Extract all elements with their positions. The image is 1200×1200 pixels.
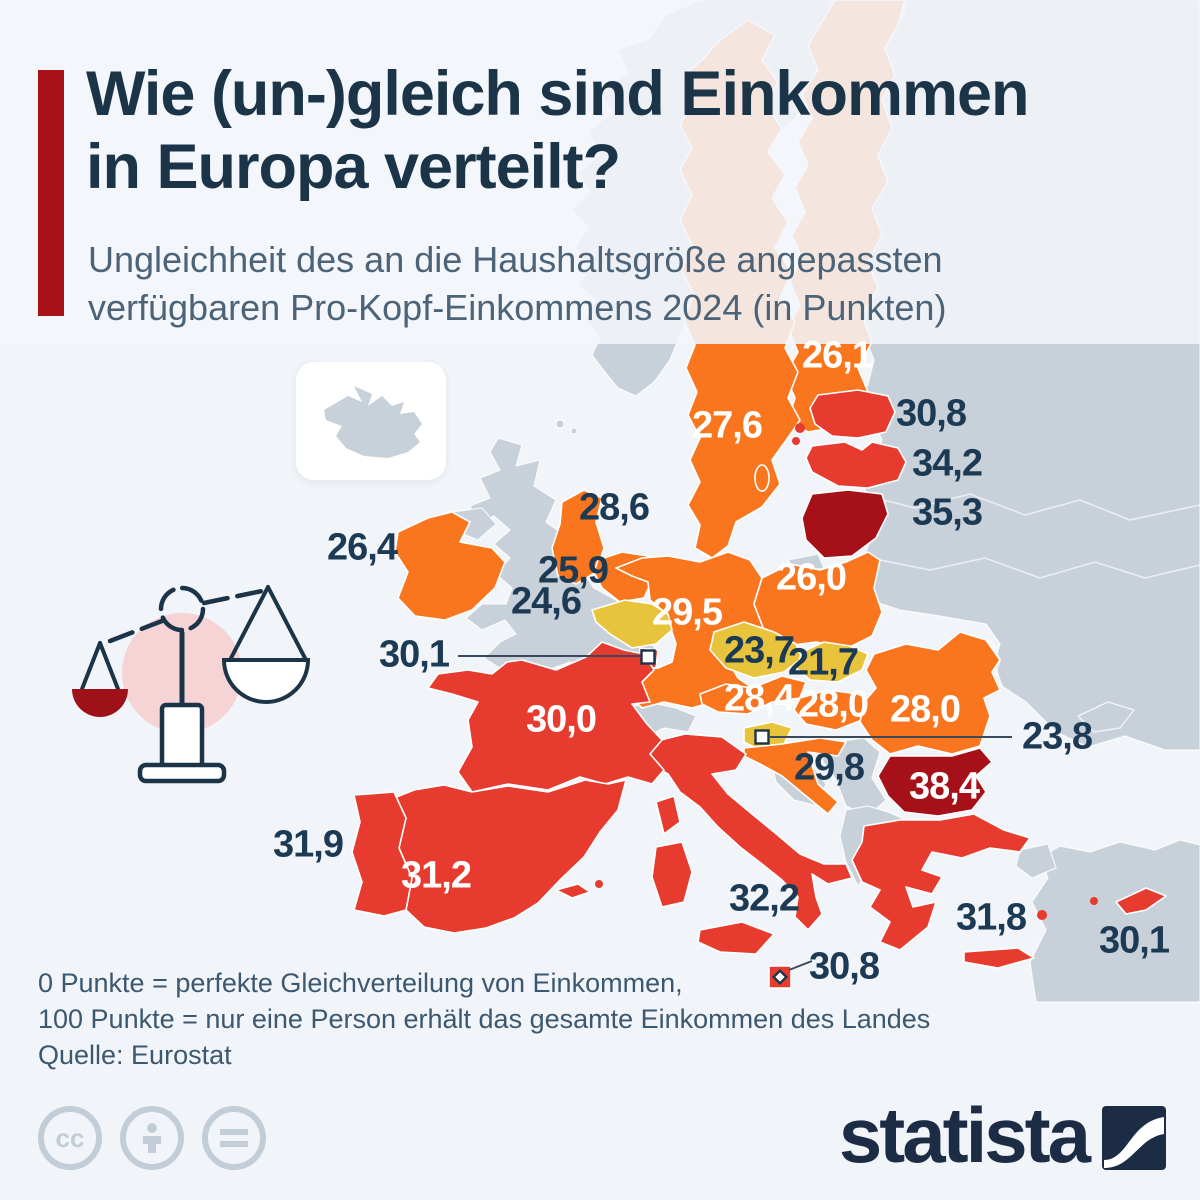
title-line-1: Wie (un-)gleich sind Einkommen [86,59,1030,129]
scales-pivot-circle [158,585,206,633]
island-sardinia [651,841,693,908]
callout-marker-lu [640,649,656,665]
accent-bar [38,70,64,316]
country-czechia [709,621,803,679]
subtitle-line-1: Ungleichheit des an die Haushaltsgröße a… [88,239,943,280]
island-estonia-2 [792,437,800,445]
country-latvia [805,441,907,489]
islands-balearic [555,883,591,899]
iceland-map-icon [324,386,422,458]
left-pan-cord-2 [98,641,120,691]
island-crete [963,947,1035,969]
country-italy [644,733,853,931]
country-cyprus [1115,887,1167,915]
country-greece [851,813,1031,951]
scales-base [137,762,227,784]
scales-pedestal [159,702,205,772]
right-pan-cord-1 [228,585,270,662]
cc-icon: cc [38,1106,102,1170]
islands-north [555,419,565,429]
license-badges: cc [38,1106,266,1170]
page-title: Wie (un-)gleich sind Einkommen in Europa… [86,58,1176,204]
island-minorca [595,880,603,888]
country-lithuania [801,489,889,559]
islands-north-2 [570,427,578,435]
callout-marker-mt [771,968,789,986]
country-serbia [821,737,887,817]
person-glyph [143,1123,161,1153]
island-corsica [655,795,681,835]
scales-beam-right [201,588,265,606]
country-slovakia [795,641,869,683]
callout-line-mt [788,960,813,971]
scales-illustration [72,585,311,784]
island-sicily [697,921,775,955]
callout-marker-si [754,729,770,745]
statista-logo-text: statista [838,1091,1091,1179]
island-gotland [754,464,770,492]
island-aegean-2 [1090,897,1098,905]
left-pan [72,689,128,717]
no-derivatives-icon [202,1106,266,1170]
left-pan-cord-1 [80,641,102,691]
attribution-person-icon [120,1106,184,1170]
footnote-line-1: 0 Punkte = perfekte Gleichverteilung von… [38,968,683,998]
right-pan-cord-2 [266,585,308,662]
country-ireland [394,511,506,621]
statista-logo-mark [1102,1106,1166,1170]
iceland-inset-card [296,362,446,480]
right-pan [221,658,311,704]
title-line-2: in Europa verteilt? [86,132,621,203]
statista-logo: statista [839,1096,1166,1174]
footnote: 0 Punkte = perfekte Gleichverteilung von… [38,966,930,1037]
country-crimea [1077,701,1135,733]
equals-glyph [220,1129,248,1147]
cc-icon-text: cc [55,1122,85,1153]
border-east-2 [867,493,1200,521]
country-bulgaria [877,747,993,817]
country-estonia [809,389,896,439]
page-subtitle: Ungleichheit des an die Haushaltsgröße a… [88,236,1168,332]
callout-layer [458,649,1012,986]
country-belgium [591,599,673,649]
island-estonia-1 [795,423,805,433]
scales-beam-left [107,618,165,644]
footnote-line-2: 100 Punkte = nur eine Person erhält das … [38,1003,931,1034]
country-romania [859,631,1001,755]
source-text: Quelle: Eurostat [38,1040,232,1070]
country-croatia [743,737,847,815]
island-aegean-1 [1037,910,1047,920]
country-portugal [351,791,413,917]
subtitle-line-2: verfügbaren Pro-Kopf-Einkommens 2024 (in… [88,286,947,328]
border-east-1 [879,557,1200,579]
header-overlay [0,0,1200,344]
country-turkey [1029,839,1200,1003]
